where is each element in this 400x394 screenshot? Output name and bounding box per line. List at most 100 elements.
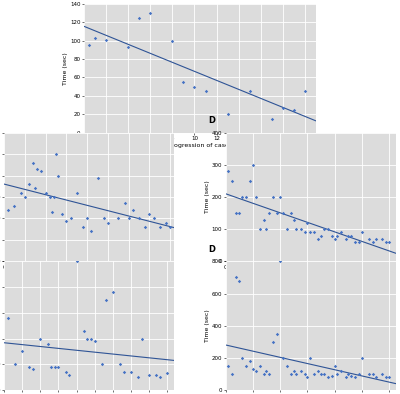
Point (233, 210, 240, 216)
Point (342, 374, 349, 380)
Point (338, 229, 345, 236)
Point (379, 236, 386, 242)
Point (250, 366, 256, 372)
Point (329, 232, 335, 239)
Point (280, 210, 286, 216)
Point (225, 363, 232, 369)
Point (67, 215, 74, 221)
Point (126, 215, 132, 221)
Point (115, 215, 122, 221)
Point (202, 88, 209, 95)
Point (239, 194, 245, 200)
Point (342, 236, 349, 242)
Point (157, 374, 163, 380)
Point (277, 194, 283, 200)
Point (345, 232, 352, 239)
Point (320, 371, 327, 377)
Point (80, 328, 87, 334)
Point (263, 226, 270, 232)
Point (63, 217, 70, 224)
Point (311, 371, 317, 377)
Point (157, 224, 163, 230)
Point (92, 338, 98, 344)
Point (372, 236, 379, 242)
Point (246, 88, 253, 95)
Point (318, 232, 324, 239)
Point (366, 236, 372, 242)
Point (288, 210, 294, 216)
Point (266, 210, 272, 216)
Point (236, 210, 242, 216)
Point (147, 10, 154, 16)
Point (125, 44, 131, 50)
Point (42, 190, 49, 196)
X-axis label: Progression of cases: Progression of cases (168, 143, 232, 148)
Point (270, 194, 276, 200)
Point (274, 331, 280, 337)
Point (304, 374, 310, 380)
Point (110, 289, 116, 296)
Point (320, 226, 327, 232)
Point (280, 105, 286, 111)
Point (297, 368, 304, 374)
Point (164, 370, 170, 377)
Point (338, 368, 345, 374)
Point (153, 372, 160, 378)
Point (191, 84, 198, 90)
Point (366, 371, 372, 377)
Point (5, 207, 11, 213)
Point (311, 229, 317, 236)
Y-axis label: Time (sec): Time (sec) (204, 180, 210, 214)
Point (247, 358, 253, 364)
Point (332, 236, 338, 242)
Point (180, 79, 187, 85)
Point (52, 364, 58, 370)
Point (236, 277, 242, 284)
Point (288, 371, 294, 377)
Point (163, 219, 169, 226)
Point (284, 363, 290, 369)
Point (325, 374, 331, 380)
Point (370, 371, 376, 377)
Point (136, 215, 142, 221)
Point (293, 226, 300, 232)
Point (274, 210, 280, 216)
Point (146, 372, 152, 378)
Point (302, 371, 308, 377)
Point (256, 363, 263, 369)
Point (345, 371, 352, 377)
Point (102, 297, 109, 303)
Point (304, 219, 310, 226)
Point (334, 371, 340, 377)
Point (130, 207, 136, 213)
Point (302, 88, 308, 95)
Point (73, 258, 80, 264)
Point (4, 315, 11, 321)
Point (86, 42, 92, 48)
Point (260, 216, 267, 223)
Point (117, 361, 123, 368)
Point (379, 371, 386, 377)
Point (329, 372, 335, 379)
Point (74, 190, 80, 196)
Point (138, 335, 145, 342)
Point (263, 368, 270, 374)
Point (22, 194, 28, 200)
Point (55, 173, 61, 179)
Point (277, 258, 283, 264)
Point (383, 374, 390, 380)
Point (99, 361, 105, 368)
Point (167, 224, 174, 230)
Point (307, 355, 313, 361)
Point (280, 355, 286, 361)
Point (30, 366, 36, 373)
Point (372, 374, 379, 380)
Point (293, 371, 300, 377)
Point (252, 368, 259, 374)
Point (12, 361, 18, 368)
Point (352, 239, 358, 245)
Point (94, 175, 101, 181)
Point (37, 335, 44, 342)
Point (38, 168, 45, 175)
Point (88, 335, 94, 342)
